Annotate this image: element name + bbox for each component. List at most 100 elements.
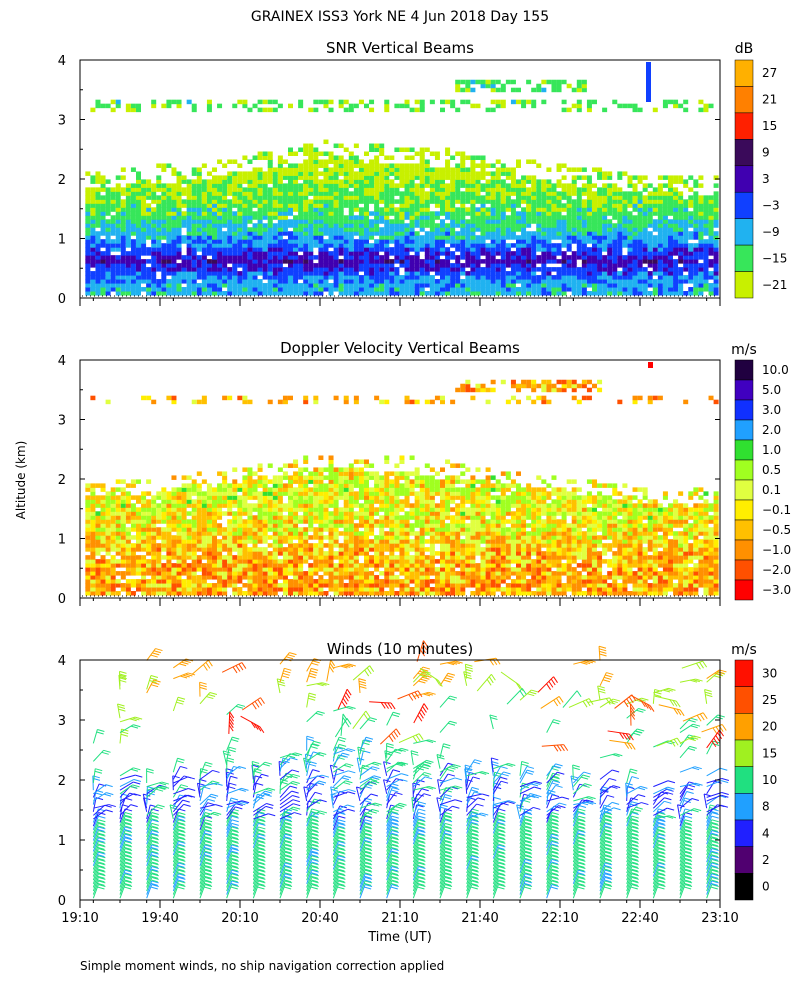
snr-cell <box>450 283 455 288</box>
snr-cell <box>658 175 663 180</box>
snr-cell <box>541 247 546 252</box>
snr-cell <box>698 275 703 280</box>
snr-cell <box>334 187 339 192</box>
snr-cell <box>622 287 627 292</box>
snr-cell <box>323 279 328 284</box>
velocity-cell <box>111 567 116 572</box>
snr-cell <box>177 215 182 220</box>
snr-cell <box>546 207 551 212</box>
snr-cell <box>116 259 121 264</box>
velocity-cell <box>146 479 151 484</box>
snr-cell <box>298 175 303 180</box>
snr-cell <box>349 199 354 204</box>
snr-cell <box>597 239 602 244</box>
snr-cell <box>197 287 202 292</box>
snr-cell <box>344 271 349 276</box>
snr-cell <box>678 283 683 288</box>
velocity-cell <box>202 491 207 496</box>
snr-cell <box>258 108 263 113</box>
snr-cell <box>516 159 521 164</box>
snr-cell <box>617 171 622 176</box>
snr-cell <box>339 179 344 184</box>
snr-cell <box>622 259 627 264</box>
snr-cell <box>141 199 146 204</box>
snr-cell <box>227 227 232 232</box>
snr-cell <box>379 151 384 156</box>
velocity-cell <box>202 551 207 556</box>
snr-cell <box>673 263 678 268</box>
snr-cell <box>506 283 511 288</box>
snr-cell <box>116 291 121 296</box>
velocity-cell <box>197 555 202 560</box>
snr-cell <box>486 108 491 113</box>
snr-cell <box>430 283 435 288</box>
snr-cell <box>384 271 389 276</box>
snr-cell <box>111 259 116 264</box>
snr-cell <box>126 183 131 188</box>
velocity-cell <box>85 487 90 492</box>
velocity-cell <box>197 531 202 536</box>
snr-cell <box>567 191 572 196</box>
snr-cell <box>394 271 399 276</box>
snr-cell <box>384 195 389 200</box>
snr-y-tick-label: 0 <box>58 292 66 307</box>
snr-cell <box>202 279 207 284</box>
velocity-cell <box>151 551 156 556</box>
snr-cell <box>602 291 607 296</box>
snr-cell <box>268 159 273 164</box>
snr-cell <box>683 231 688 236</box>
snr-cell <box>633 215 638 220</box>
snr-cell <box>405 175 410 180</box>
snr-cell <box>253 215 258 220</box>
snr-cell <box>212 247 217 252</box>
snr-cell <box>283 207 288 212</box>
snr-cell <box>212 211 217 216</box>
snr-cell <box>511 203 516 208</box>
snr-cell <box>293 179 298 184</box>
snr-cell <box>323 191 328 196</box>
snr-cell <box>688 219 693 224</box>
snr-cell <box>668 255 673 259</box>
snr-cell <box>582 235 587 240</box>
snr-cell <box>207 247 212 252</box>
snr-cell <box>557 207 562 212</box>
snr-cell <box>95 215 100 220</box>
snr-cell <box>617 231 622 236</box>
snr-cell <box>693 223 698 228</box>
snr-cell <box>369 267 374 272</box>
velocity-cell <box>146 527 151 532</box>
snr-cell <box>121 211 126 216</box>
snr-cell <box>663 247 668 252</box>
velocity-cell <box>161 567 166 572</box>
snr-cell <box>177 100 182 105</box>
velocity-cell <box>187 531 192 536</box>
snr-cell <box>399 263 404 268</box>
snr-cell <box>658 279 663 284</box>
snr-cell <box>653 271 658 276</box>
snr-cell <box>359 279 364 284</box>
snr-cell <box>551 275 556 280</box>
snr-cell <box>258 255 263 259</box>
snr-cell <box>622 211 627 216</box>
velocity-cell <box>156 531 161 536</box>
snr-cell <box>602 271 607 276</box>
snr-cell <box>663 215 668 220</box>
velocity-cell <box>90 587 95 592</box>
snr-cell <box>638 259 643 264</box>
snr-cell <box>268 255 273 259</box>
snr-cell <box>612 187 617 192</box>
snr-cell <box>177 195 182 200</box>
snr-cell <box>470 251 475 256</box>
snr-cell <box>562 227 567 232</box>
velocity-cell <box>232 571 237 576</box>
snr-cell <box>582 231 587 236</box>
velocity-cell <box>111 535 116 540</box>
snr-cell <box>567 108 572 113</box>
snr-cell <box>384 275 389 280</box>
snr-cell <box>546 259 551 264</box>
snr-cell <box>359 183 364 188</box>
velocity-cell <box>141 539 146 544</box>
snr-cell <box>557 211 562 216</box>
snr-cell <box>263 211 268 216</box>
snr-cell <box>349 219 354 224</box>
